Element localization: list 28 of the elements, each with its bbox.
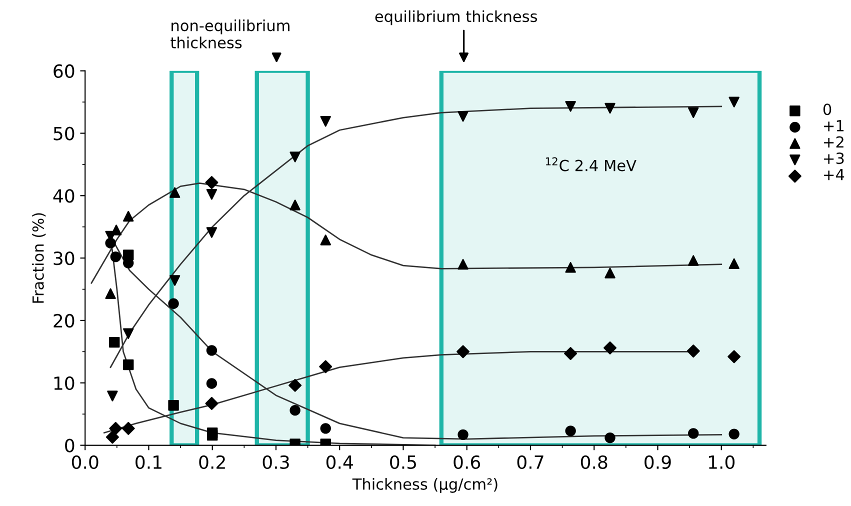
x-tick-label: 0.5 — [390, 455, 416, 469]
text: non-equilibrium thickness — [170, 19, 290, 48]
x-tick-label: 0.8 — [580, 455, 608, 469]
x-tick-label: 0.0 — [72, 455, 98, 469]
x-tick-label: 0.6 — [454, 455, 480, 469]
x-tick-label: 0.1 — [136, 455, 162, 469]
x-tick-label: 0.7 — [517, 455, 544, 469]
y-tick-label: 20 — [54, 314, 74, 328]
x-tick-label: 0.9 — [644, 455, 671, 469]
y-tick-label: 0 — [65, 438, 74, 452]
legend-label: 0 — [823, 104, 832, 116]
y-tick-label: 30 — [54, 252, 74, 266]
x-tick-label: 0.3 — [262, 455, 289, 469]
y-tick-label: 40 — [53, 189, 74, 203]
y-tick-label: 50 — [54, 126, 74, 140]
x-tick-label: 1.0 — [708, 455, 735, 469]
legend-label: +1 — [824, 120, 844, 132]
y-tick-label: 10 — [54, 376, 74, 390]
y-axis-title: Fraction (%) — [32, 213, 46, 303]
legend-label: +3 — [824, 152, 844, 164]
x-tick-label: 0.2 — [199, 455, 225, 469]
x-tick-label: 0.4 — [326, 455, 353, 469]
text: equilibrium thickness — [375, 10, 538, 26]
annotation: $^{12}$C 2.4 MeV — [546, 157, 636, 172]
legend-label: +2 — [824, 136, 844, 148]
x-axis-title: Thickness (µg/cm²) — [352, 478, 498, 493]
legend-label: +4 — [824, 169, 844, 180]
y-tick-label: 60 — [54, 64, 74, 78]
